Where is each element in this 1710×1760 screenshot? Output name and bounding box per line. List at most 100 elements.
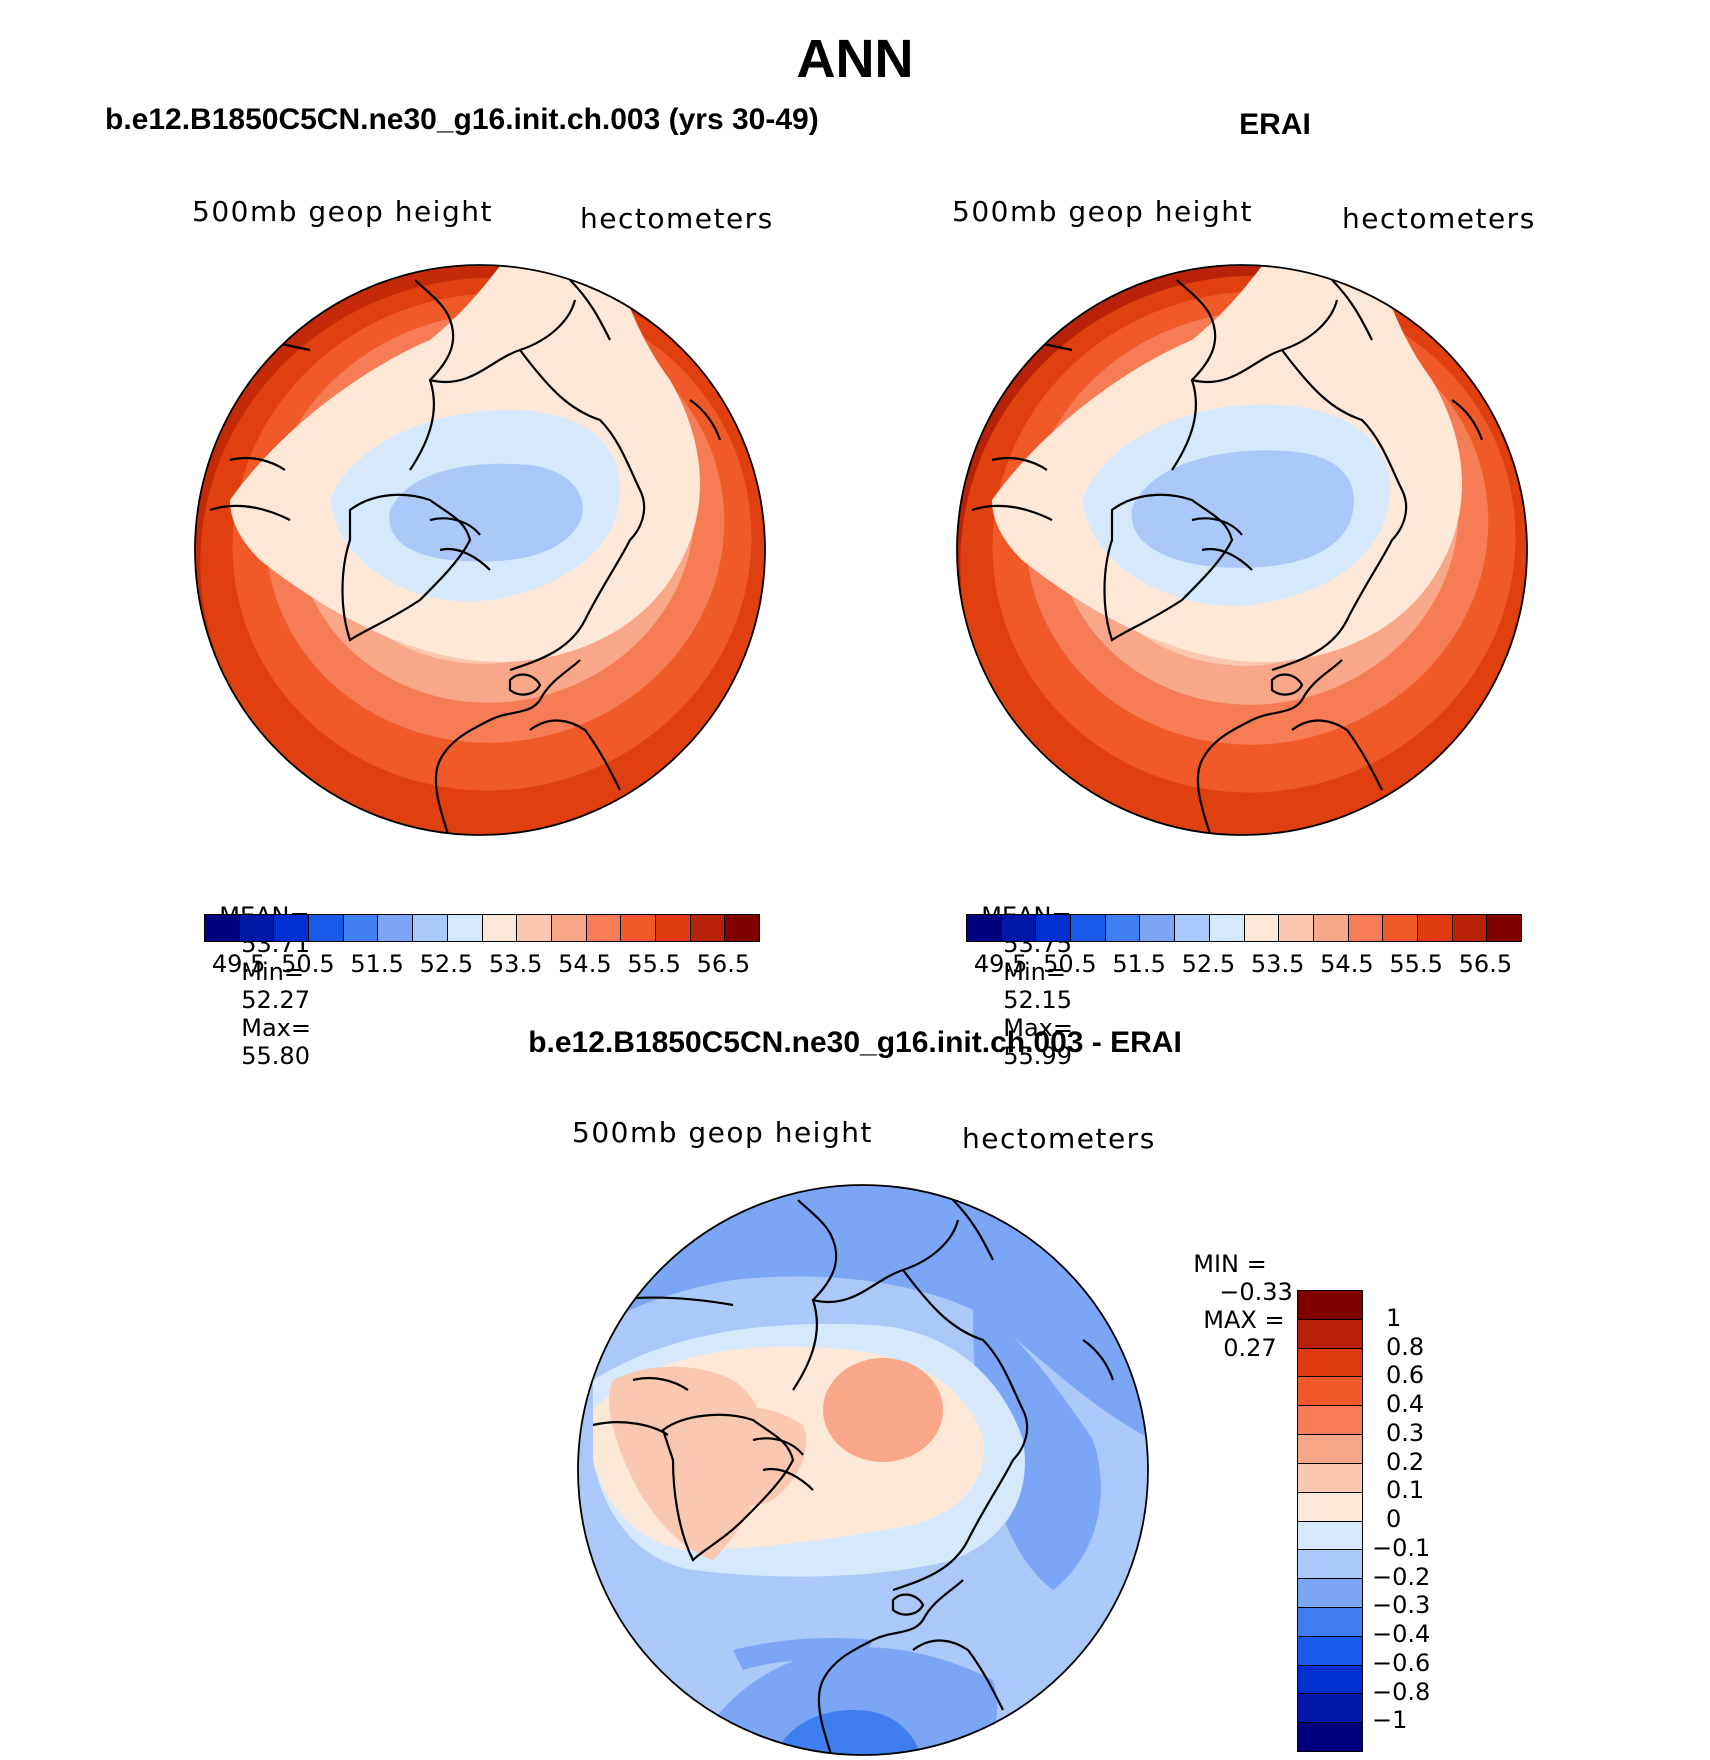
colorbar-difference-swatch [1298,1291,1362,1319]
colorbar-difference-swatch [1298,1376,1362,1406]
colorbar-model-swatch [342,915,378,941]
colorbar-difference-tick-label: −1 [1372,1706,1408,1735]
panel1-max-label: Max= [241,1014,311,1042]
colorbar-model [204,914,760,942]
colorbar-difference-swatch [1298,1635,1362,1665]
colorbar-erai-swatch [1104,915,1140,941]
colorbar-difference-swatch [1298,1347,1362,1377]
map-model [194,264,766,836]
panel2-variable-label: 500mb geop height [952,195,1253,228]
colorbar-erai-swatch [1174,915,1209,941]
colorbar-erai-swatch [1035,915,1071,941]
colorbar-difference-tick-label: −0.6 [1372,1648,1431,1677]
colorbar-erai-ticks: 49.5 50.5 51.5 52.5 53.5 54.5 55.5 56.5 [966,950,1522,980]
figure-title: ANN [796,29,914,89]
colorbar-difference-swatch [1298,1434,1362,1463]
colorbar-erai-swatch [1347,915,1383,941]
colorbar-difference-tick-label: 0.1 [1386,1476,1425,1505]
colorbar-difference-swatch [1298,1664,1362,1694]
map-difference [577,1184,1149,1756]
panel2-min-label: Min= [1003,958,1066,986]
colorbar-erai-swatch [1312,915,1348,941]
colorbar-difference-tick-label: −0.8 [1372,1677,1431,1706]
colorbar-erai-tick-label: 55.5 [1389,950,1443,978]
colorbar-erai-tick-label: 56.5 [1458,950,1513,978]
colorbar-model-swatch [516,915,551,941]
colorbar-erai-tick-label: 50.5 [1043,950,1097,978]
colorbar-difference-swatch [1298,1318,1362,1348]
colorbar-difference-tick-label: 0.8 [1386,1332,1425,1361]
colorbar-model-tick-label: 54.5 [558,950,612,978]
panel1-variable-label: 500mb geop height [192,195,493,228]
panel3-units-label: hectometers [962,1122,1156,1155]
colorbar-model-tick-label: 55.5 [627,950,681,978]
colorbar-erai-swatch [1486,915,1521,941]
panel1-units-label: hectometers [580,202,774,235]
panel3-variable-label: 500mb geop height [572,1116,873,1149]
colorbar-model-swatch [308,915,343,941]
panel-model-title: b.e12.B1850C5CN.ne30_g16.init.ch.003 (yr… [105,103,819,136]
colorbar-difference-swatch [1298,1462,1362,1492]
colorbar-model-swatch [238,915,274,941]
colorbar-model-tick-label: 53.5 [488,950,543,978]
colorbar-erai-swatch [1000,915,1036,941]
colorbar-difference [1297,1290,1363,1752]
colorbar-difference-tick-label: 0 [1386,1505,1402,1533]
colorbar-model-tick-label: 51.5 [350,950,404,978]
panel2-min-value: 52.15 [1003,986,1072,1014]
colorbar-erai-swatch [1070,915,1105,941]
colorbar-model-swatch [689,915,725,941]
colorbar-difference-swatch [1298,1578,1362,1607]
colorbar-difference-tick-label: −0.3 [1372,1591,1431,1620]
colorbar-model-tick-label: 49.5 [211,950,266,978]
colorbar-model-swatch [412,915,447,941]
colorbar-erai-tick-label: 53.5 [1250,950,1305,978]
panel1-max-value: 55.80 [241,1042,310,1070]
colorbar-model-swatch [205,915,239,941]
colorbar-difference-swatch [1298,1693,1362,1723]
colorbar-difference-tick-label: 0.4 [1386,1390,1425,1418]
colorbar-erai-tick-label: 51.5 [1112,950,1166,978]
panel-diff-title: b.e12.B1850C5CN.ne30_g16.init.ch.003 - E… [528,1026,1182,1059]
colorbar-erai-swatch [1416,915,1452,941]
colorbar-difference-swatch [1298,1405,1362,1435]
colorbar-erai-swatch [1451,915,1487,941]
panel3-min-value: −0.33 [1219,1278,1293,1306]
colorbar-model-tick-label: 56.5 [696,950,751,978]
colorbar-difference-swatch [1298,1491,1362,1521]
colorbar-erai-swatch [1243,915,1279,941]
colorbar-erai-swatch [1278,915,1313,941]
colorbar-model-tick-label: 52.5 [419,950,474,978]
panel3-max-label: MAX = [1203,1306,1285,1334]
colorbar-model-swatch [273,915,309,941]
panel3-min-label: MIN = [1193,1250,1267,1278]
panel2-units-label: hectometers [1342,202,1536,235]
colorbar-erai [966,914,1522,942]
colorbar-model-swatch [481,915,517,941]
colorbar-model-swatch [585,915,621,941]
panel1-min-label: Min= [241,958,304,986]
colorbar-difference-swatch [1298,1520,1362,1550]
colorbar-erai-swatch [1208,915,1244,941]
colorbar-model-swatch [550,915,586,941]
colorbar-model-swatch [724,915,759,941]
panel-obs-title: ERAI [1239,108,1311,141]
panel1-min-value: 52.27 [241,986,310,1014]
colorbar-erai-tick-label: 52.5 [1181,950,1236,978]
colorbar-difference-tick-label: 0.6 [1386,1361,1425,1390]
colorbar-difference-tick-label: 0.2 [1386,1447,1425,1476]
colorbar-difference-ticks: 1 0.8 0.6 0.4 0.3 0.2 0.1 0 −0.1 −0.2 −0.3 −0.4 −0.6… [1372,1290,1492,1750]
colorbar-difference-swatch [1298,1722,1362,1751]
colorbar-erai-swatch [1382,915,1417,941]
colorbar-model-swatch [377,915,413,941]
colorbar-erai-tick-label: 54.5 [1320,950,1374,978]
map-erai [956,264,1528,836]
colorbar-model-swatch [620,915,655,941]
colorbar-erai-swatch [967,915,1001,941]
colorbar-erai-tick-label: 49.5 [973,950,1028,978]
colorbar-difference-swatch [1298,1549,1362,1579]
colorbar-difference-tick-label: 0.3 [1386,1418,1425,1447]
panel3-max-value: 0.27 [1223,1334,1277,1362]
colorbar-model-ticks: 49.5 50.5 51.5 52.5 53.5 54.5 55.5 56.5 [204,950,760,980]
colorbar-difference-tick-label: −0.1 [1372,1533,1431,1562]
